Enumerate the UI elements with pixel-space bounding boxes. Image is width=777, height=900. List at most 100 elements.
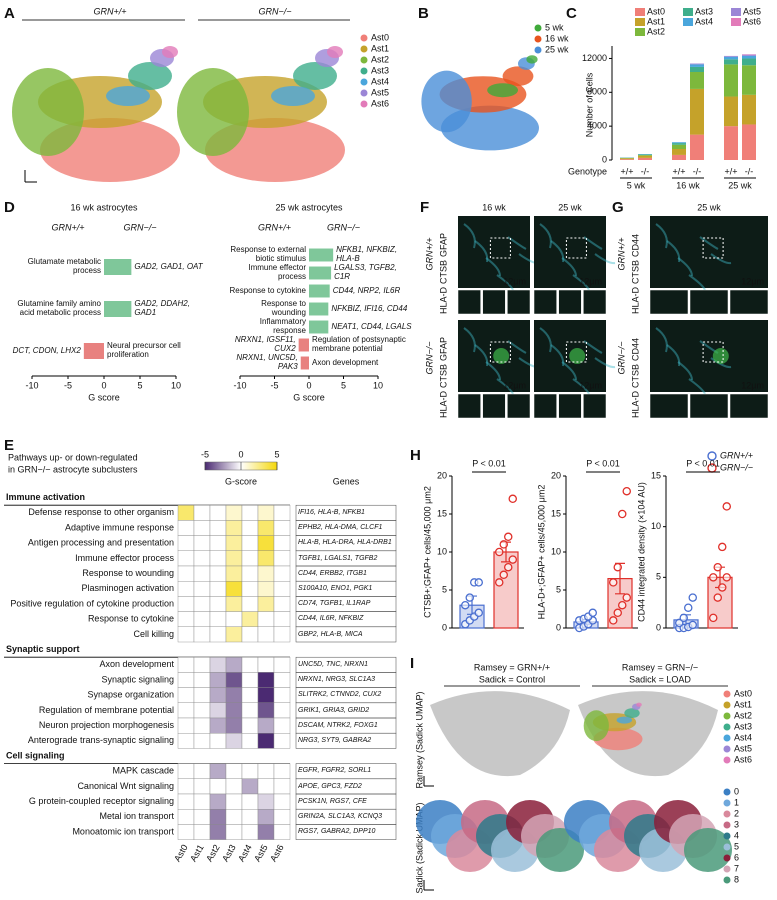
cell-process (485, 257, 501, 277)
axis-arrows (423, 776, 434, 891)
cell-process (666, 344, 681, 367)
row-label: Synaptic signaling (101, 674, 174, 684)
legend-swatch (731, 18, 741, 26)
x-tick-label: 5 (341, 380, 346, 390)
panel-label: F (420, 199, 429, 216)
heatmap-cell (241, 535, 259, 551)
colorbar-tick-label: -5 (201, 449, 209, 459)
heatmap-cell (257, 611, 275, 627)
heatmap-cell (241, 824, 259, 840)
cell-process (710, 253, 732, 265)
gene-label: SLITRK2, CTNND2, CUX2 (298, 691, 382, 699)
panel-label: H (410, 447, 421, 464)
heatmap-cell (193, 611, 211, 627)
gene-label-box: NRXN1, NRG3, SLC1A3 (298, 676, 375, 683)
y-tick-label: 10 (651, 521, 661, 531)
panel-label: C (566, 5, 577, 22)
heatmap-cell (241, 717, 259, 734)
heatmap-cell (193, 763, 211, 779)
stain-label: HLA-D (438, 286, 448, 314)
legend-swatch (635, 8, 645, 16)
term-label: Axon development (312, 357, 379, 367)
inset (558, 393, 582, 419)
gene-cell (295, 732, 397, 749)
annotation: P < 0.01 (686, 458, 720, 468)
cell-process (463, 327, 476, 353)
legend-dot (723, 843, 731, 851)
gene-label-box: NFKB1, NFKBIZ, HLA-B (336, 246, 397, 263)
group-label: 25 wk (728, 180, 752, 190)
legend-dot (360, 100, 368, 108)
y-tick-label: 0 (656, 622, 661, 632)
legend-label: 8 (734, 874, 739, 884)
stain-label: HLA-D (630, 390, 640, 418)
heatmap-cell (209, 733, 227, 749)
heatmap-cell (177, 717, 195, 734)
bar-segment (672, 142, 686, 144)
bar-segment (638, 155, 652, 158)
scale-label: 12μm (579, 276, 602, 286)
legend-label: Ast5 (371, 87, 389, 97)
heatmap-cell (225, 763, 243, 779)
heatmap-cell (241, 763, 259, 779)
data-point (718, 542, 727, 552)
heatmap-cell (273, 687, 291, 703)
legend-label: Ast3 (695, 6, 713, 16)
data-point (465, 593, 474, 602)
heatmap-cell (241, 565, 259, 582)
x-tick-label: -5 (270, 380, 278, 390)
bar (309, 266, 332, 280)
y-axis-label: CD44 integrated density (×104 AU) (636, 482, 646, 622)
gene-label-box: CD44, IL6R, NFKBIZ (298, 615, 363, 622)
heatmap-cell (257, 733, 275, 749)
y-tick-label: 4000 (587, 121, 607, 131)
heatmap-cell (193, 733, 211, 749)
gene-label: NFKBIZ, IFI16, CD44 (331, 303, 408, 313)
gene-label-box: CD44, ERBB2, ITGB1 (298, 570, 367, 577)
heatmap-cell (209, 793, 227, 810)
umap-cluster (177, 68, 249, 156)
inset (533, 393, 557, 419)
roi-box (702, 341, 724, 363)
inset (558, 289, 582, 315)
column-label: Ast4 (236, 843, 254, 864)
group-header: Synaptic support (6, 644, 80, 654)
inset (583, 393, 607, 419)
data-point (503, 532, 513, 542)
umap-title: Sadick = Control (479, 674, 545, 684)
heatmap-cell (273, 793, 291, 810)
term-label: Inflammatory response (259, 318, 306, 335)
bar-segment (742, 65, 756, 95)
gene-label: CD44, NRP2, IL6R (332, 285, 401, 295)
heatmap-cell (273, 596, 291, 612)
bar (104, 259, 132, 275)
heatmap-cell (209, 778, 227, 795)
legend-dot (723, 734, 731, 742)
gene-label-box: CD74, TGFB1, IL1RAP (298, 600, 370, 607)
data-point (508, 494, 517, 504)
inset (482, 289, 506, 315)
umap-cluster (526, 55, 538, 64)
cell-process (561, 257, 577, 277)
x-tick-label: -/- (641, 166, 650, 176)
term-label: Immune effector process (248, 264, 306, 281)
x-tick-label: 10 (373, 380, 383, 390)
heatmap-cell (177, 565, 195, 582)
umap-cluster (502, 66, 534, 86)
panel-label: A (4, 5, 15, 22)
umap-cluster (106, 86, 150, 106)
umap-shape (578, 691, 718, 777)
gene-label-box: TGFB1, LGALS1, TGFB2 (298, 555, 377, 562)
colorbar-tick-label: 5 (274, 449, 279, 459)
heatmap-cell (273, 626, 291, 643)
bar-segment (638, 154, 652, 156)
bar-segment (690, 72, 704, 89)
heatmap-cell (177, 520, 195, 536)
legend-label: Ast0 (734, 688, 752, 698)
legend-dot (360, 67, 368, 75)
chart-title: 16 wk astrocytes (70, 202, 138, 212)
heatmap-cell (225, 687, 243, 703)
legend-label: Ast1 (734, 699, 752, 709)
